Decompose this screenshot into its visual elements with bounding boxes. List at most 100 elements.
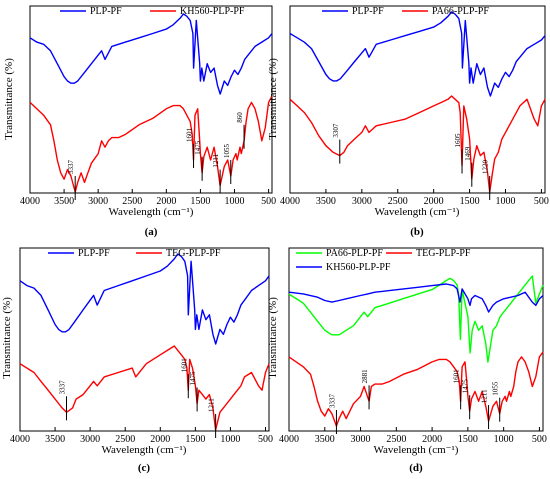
peak-label: 1220: [482, 160, 490, 175]
x-tick-label: 500: [534, 196, 549, 207]
x-tick-label: 3500: [54, 196, 74, 207]
legend-label-plp-pf: PLP-PF: [78, 248, 110, 259]
x-tick-label: 2500: [115, 434, 135, 445]
legend-label-teg-plp-pf: TEG-PLP-PF: [416, 248, 471, 259]
peak-label: 1605: [454, 133, 462, 148]
x-axis-label: Wavelength (cm⁻¹): [102, 444, 187, 456]
series-teg-plp-pf-line: [288, 351, 544, 427]
x-tick-label: 2000: [424, 196, 444, 207]
x-tick-label: 2500: [388, 196, 408, 207]
x-axis-label: Wavelength (cm⁻¹): [374, 444, 459, 456]
peak-label: 1211: [212, 153, 220, 167]
x-tick-label: 1500: [185, 434, 205, 445]
peak-label: 1475: [194, 140, 202, 155]
x-tick-label: 500: [261, 196, 276, 207]
series-plp-pf-line: [29, 13, 273, 95]
x-tick-label: 3000: [88, 196, 108, 207]
x-axis-label: Wavelength (cm⁻¹): [109, 206, 194, 218]
peak-label: 1055: [223, 144, 231, 159]
x-tick-label: 1000: [220, 434, 240, 445]
x-tick-label: 2500: [386, 434, 406, 445]
x-tick-label: 1000: [225, 196, 245, 207]
y-axis-label: Transmittance (%): [1, 297, 13, 379]
x-tick-label: 500: [258, 434, 273, 445]
legend-label-kh560-plp-pf: KH560-PLP-PF: [326, 262, 391, 273]
y-axis-label: Transmittance (%): [267, 297, 279, 379]
x-tick-label: 3500: [45, 434, 65, 445]
series-plp-pf-line: [19, 253, 270, 345]
series-layer: [288, 275, 544, 427]
peak-label: 1469: [464, 146, 472, 161]
series-teg-plp-pf-line: [19, 345, 270, 431]
series-layer: [19, 253, 270, 431]
x-axis-label: Wavelength (cm⁻¹): [375, 206, 460, 218]
x-tick-label: 4000: [20, 196, 40, 207]
peak-label: 1475: [189, 371, 197, 386]
x-tick-label: 3500: [316, 196, 336, 207]
series-kh560-plp-pf-line: [288, 283, 544, 313]
peak-label: 1475: [462, 379, 470, 394]
x-tick-label: 2000: [156, 196, 176, 207]
x-tick-label: 1500: [190, 196, 210, 207]
x-tick-label: 1000: [494, 434, 514, 445]
panel-label: (a): [145, 226, 158, 238]
x-tick-label: 4000: [280, 196, 300, 207]
legend-label-plp-pf: PLP-PF: [90, 6, 122, 17]
series-pa66-plp-pf-line: [288, 275, 544, 363]
x-tick-label: 2000: [422, 434, 442, 445]
x-tick-label: 500: [532, 434, 547, 445]
x-tick-label: 2000: [150, 434, 170, 445]
plot-frame: [289, 5, 546, 194]
panel-label: (d): [409, 462, 423, 474]
x-tick-label: 1000: [495, 196, 515, 207]
peak-label: 1055: [492, 381, 500, 396]
peak-label: 1601: [453, 369, 461, 384]
legend-label-plp-pf: PLP-PF: [352, 6, 384, 17]
tick-layer: 4000 3500 3000 2500 2000 1500 1000 500: [279, 427, 547, 445]
peak-label: 860: [236, 112, 244, 123]
peak-label: 1601: [186, 128, 194, 143]
peak-label: 1211: [208, 398, 216, 412]
peak-label: 2881: [361, 369, 369, 384]
x-tick-label: 3000: [352, 196, 372, 207]
x-tick-label: 3000: [351, 434, 371, 445]
x-tick-label: 1500: [458, 434, 478, 445]
series-kh560-plp-pf-line: [29, 95, 273, 193]
x-tick-label: 1500: [460, 196, 480, 207]
tick-layer: 4000 3500 3000 2500 2000 1500 1000 500: [10, 427, 273, 445]
y-axis-label: Transmittance (%): [3, 58, 15, 140]
plot-frame: [19, 247, 270, 432]
series-plp-pf-line: [289, 11, 546, 97]
legend: PLP-PF PA66-PLP-PF: [322, 6, 489, 17]
peak-label: 3307: [332, 123, 340, 138]
y-axis-label: Transmittance (%): [267, 58, 279, 140]
legend-label-teg-plp-pf: TEG-PLP-PF: [166, 248, 221, 259]
tick-layer: 4000 3500 3000 2500 2000 1500 1000 500: [280, 189, 549, 207]
peak-label: 1601: [180, 358, 188, 373]
x-tick-label: 4000: [10, 434, 30, 445]
legend-label-kh560-plp-pf: KH560-PLP-PF: [180, 6, 245, 17]
peak-label: 3337: [67, 160, 75, 175]
legend-label-pa66-plp-pf: PA66-PLP-PF: [326, 248, 383, 259]
peak-label: 1211: [481, 389, 489, 403]
tick-layer: 4000 3500 3000 2500 2000 1500 1000 500: [20, 189, 276, 207]
panel-label: (c): [138, 462, 151, 474]
x-tick-label: 2500: [122, 196, 142, 207]
x-tick-label: 4000: [279, 434, 299, 445]
plot-frame: [288, 247, 544, 432]
legend: PLP-PF TEG-PLP-PF: [48, 248, 221, 259]
legend: PA66-PLP-PF TEG-PLP-PF KH560-PLP-PF: [296, 248, 471, 273]
peak-label: 3337: [328, 394, 336, 409]
plot-frame: [29, 5, 273, 194]
series-pa66-plp-pf-line: [289, 95, 546, 193]
panel-label: (b): [410, 226, 424, 238]
